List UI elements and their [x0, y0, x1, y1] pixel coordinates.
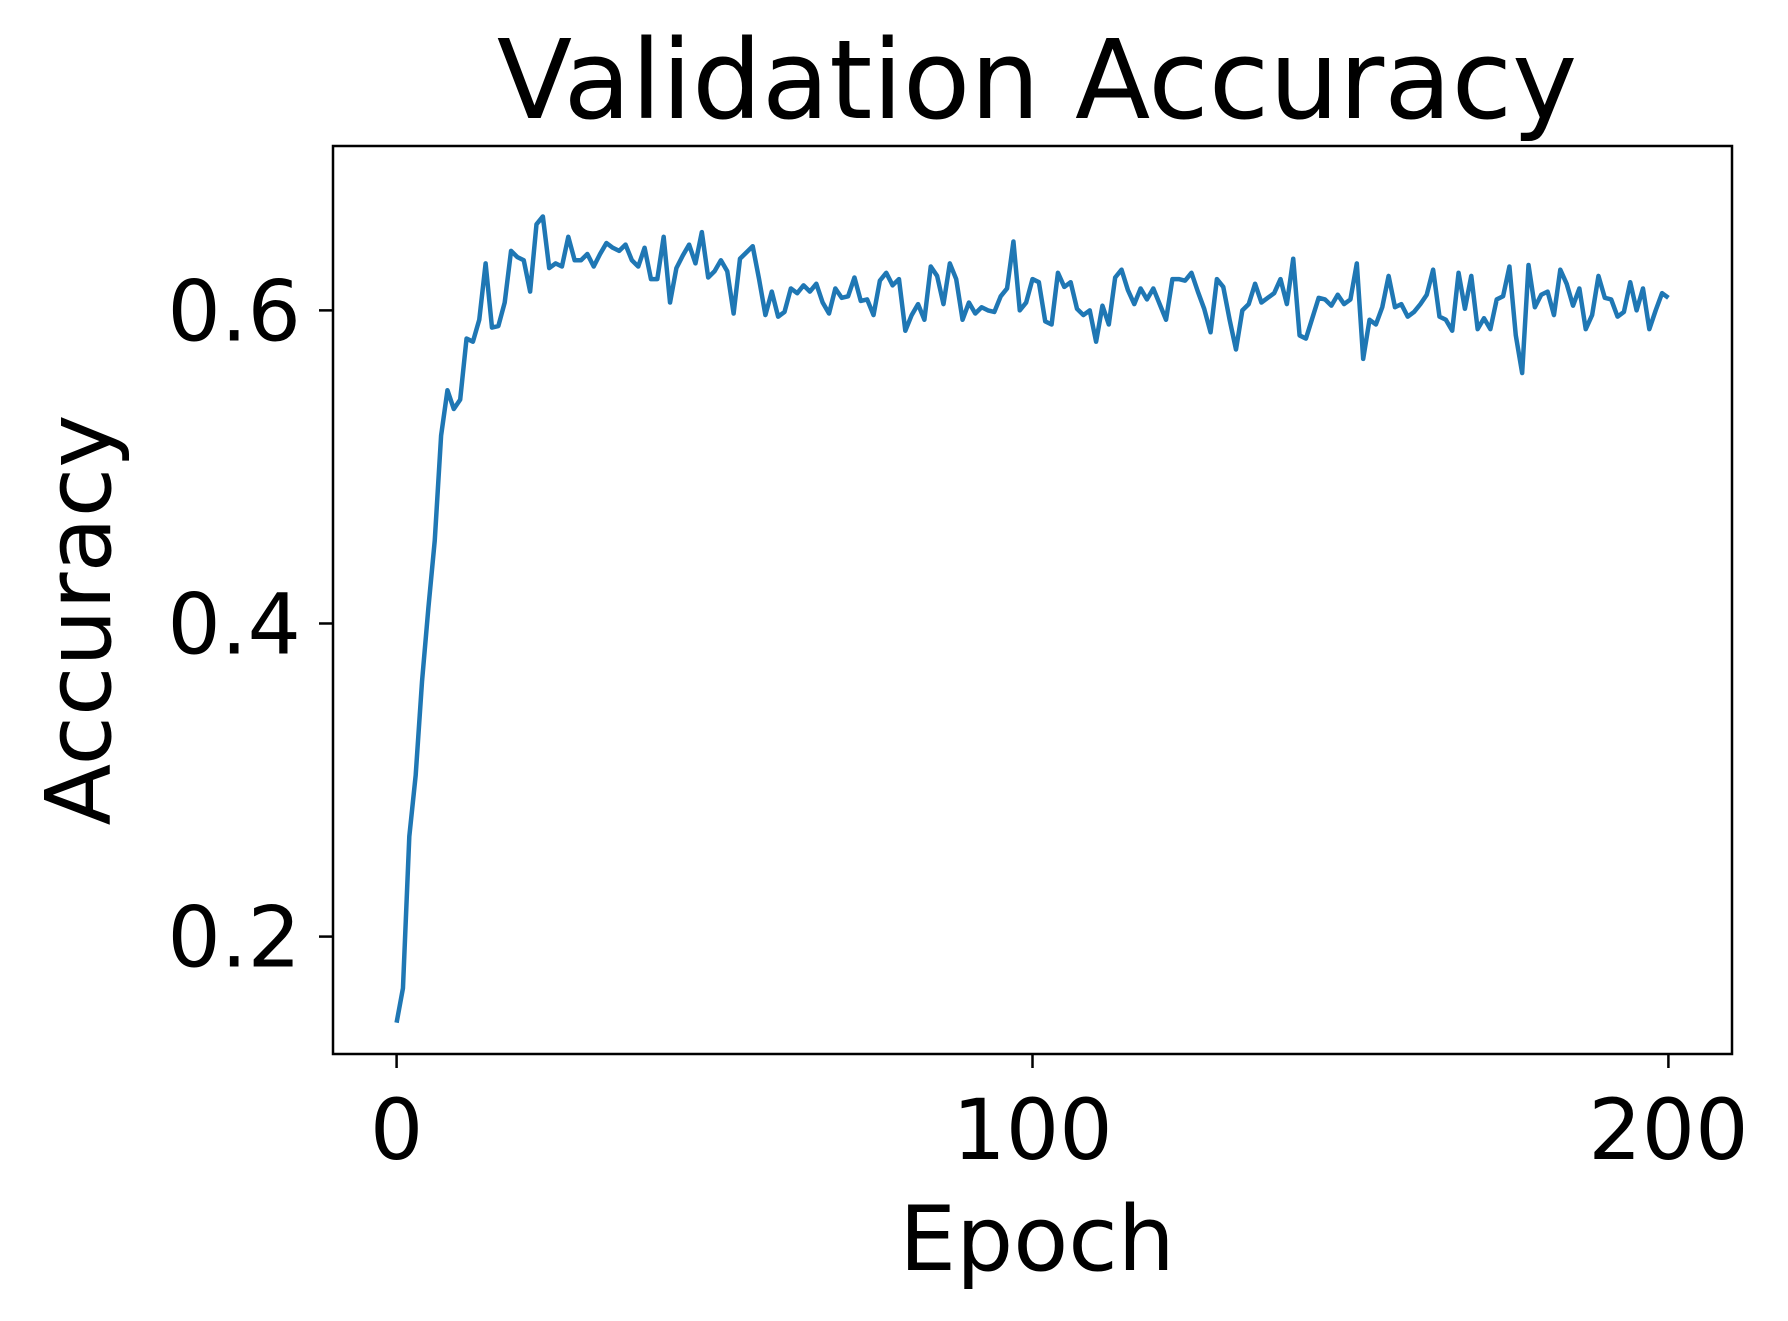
x-tick-label: 100 [952, 1081, 1112, 1179]
plot-frame [331, 144, 1734, 1056]
y-tick-label: 0.2 [167, 889, 301, 987]
x-axis-label: Epoch [899, 1187, 1175, 1292]
plot-area [394, 214, 1670, 1024]
chart-title: Validation Accuracy [497, 16, 1577, 144]
y-axis-label: Accuracy [27, 415, 132, 826]
y-axis-ticks: 0.2 0.4 0.6 [167, 262, 333, 987]
x-tick-label: 0 [370, 1081, 423, 1179]
x-tick-label: 200 [1588, 1081, 1748, 1179]
y-tick-label: 0.6 [167, 262, 301, 360]
x-axis-ticks: 0 100 200 [370, 1054, 1749, 1179]
series-line-0 [394, 214, 1670, 1024]
y-tick-label: 0.4 [167, 575, 301, 673]
